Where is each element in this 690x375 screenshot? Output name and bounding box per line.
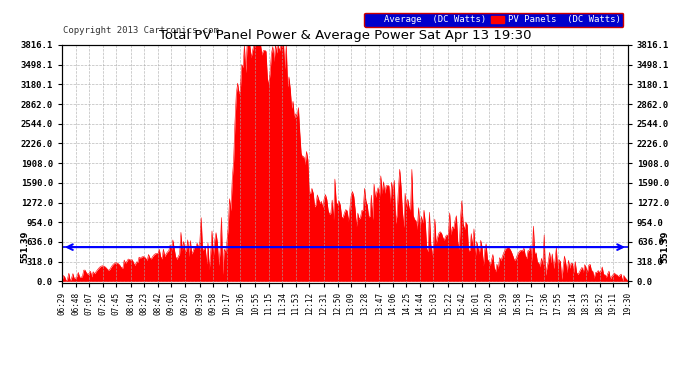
Text: Copyright 2013 Cartronics.com: Copyright 2013 Cartronics.com [63, 27, 219, 36]
Text: 551.39: 551.39 [660, 231, 669, 263]
Text: 551.39: 551.39 [21, 231, 30, 263]
Title: Total PV Panel Power & Average Power Sat Apr 13 19:30: Total PV Panel Power & Average Power Sat… [159, 30, 531, 42]
Legend: Average  (DC Watts), PV Panels  (DC Watts): Average (DC Watts), PV Panels (DC Watts) [364, 13, 623, 27]
